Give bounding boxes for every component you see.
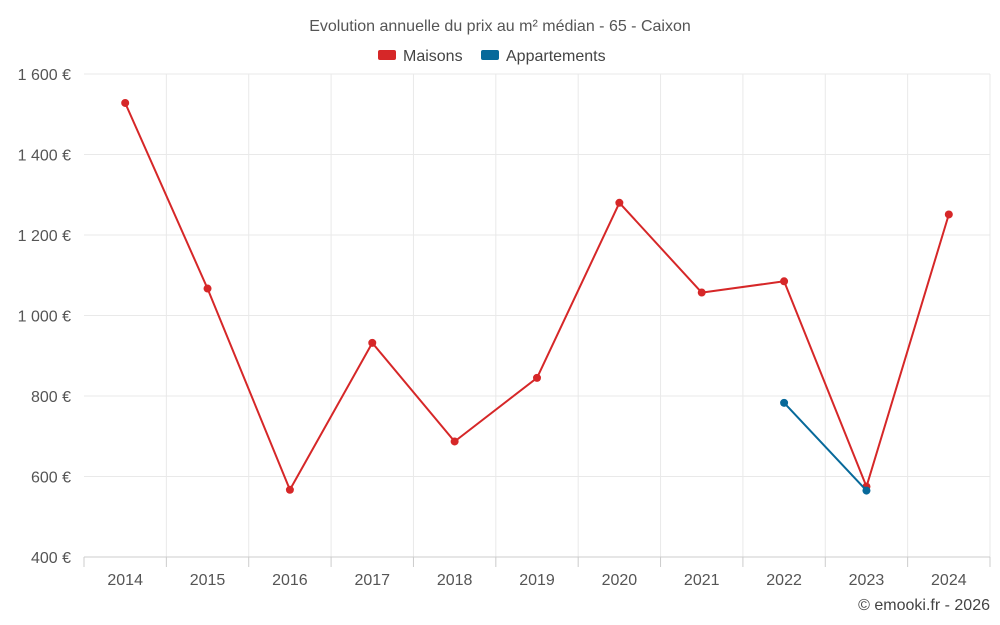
grid bbox=[84, 73, 991, 557]
data-point-maisons-2014[interactable] bbox=[121, 98, 130, 107]
legend-item-appartements[interactable]: Appartements bbox=[481, 48, 606, 65]
legend-swatch-appartements bbox=[481, 50, 499, 60]
x-tick-label: 2016 bbox=[272, 572, 308, 589]
x-tick-label: 2022 bbox=[766, 572, 802, 589]
x-tick-label: 2018 bbox=[437, 572, 473, 589]
chart-title: Evolution annuelle du prix au m² médian … bbox=[309, 18, 691, 35]
series-group bbox=[121, 98, 953, 495]
data-point-maisons-2018[interactable] bbox=[450, 437, 459, 446]
data-point-maisons-2015[interactable] bbox=[203, 284, 212, 293]
x-tick-label: 2014 bbox=[107, 572, 143, 589]
legend[interactable]: Maisons Appartements bbox=[378, 48, 606, 65]
x-tick-label: 2023 bbox=[849, 572, 885, 589]
data-point-appartements-2022[interactable] bbox=[780, 398, 789, 407]
y-tick-label: 400 € bbox=[31, 550, 71, 567]
axes bbox=[83, 556, 991, 567]
y-tick-label: 1 400 € bbox=[18, 148, 71, 165]
data-point-maisons-2016[interactable] bbox=[285, 485, 294, 494]
x-tick-label: 2017 bbox=[354, 572, 390, 589]
data-point-maisons-2022[interactable] bbox=[780, 277, 789, 286]
y-tick-label: 1 200 € bbox=[18, 228, 71, 245]
series-maisons bbox=[121, 98, 953, 494]
x-axis-labels: 2014 2015 2016 2017 2018 2019 2020 2021 2022 2023… bbox=[107, 572, 966, 589]
legend-label-maisons: Maisons bbox=[403, 48, 463, 65]
y-tick-label: 800 € bbox=[31, 389, 71, 406]
series-appartements bbox=[780, 398, 871, 495]
data-point-maisons-2019[interactable] bbox=[533, 373, 541, 382]
x-tick-label: 2020 bbox=[602, 572, 638, 589]
legend-label-appartements: Appartements bbox=[506, 48, 606, 65]
x-tick-label: 2015 bbox=[190, 572, 226, 589]
y-tick-label: 600 € bbox=[31, 470, 71, 487]
y-axis-labels: 400 € 600 € 800 € 1 000 € 1 200 € 1 400 € 1 60… bbox=[18, 67, 71, 567]
y-tick-label: 1 000 € bbox=[18, 309, 71, 326]
x-tick-label: 2019 bbox=[519, 572, 555, 589]
legend-swatch-maisons bbox=[378, 50, 396, 60]
data-point-maisons-2024[interactable] bbox=[944, 210, 953, 219]
data-point-maisons-2021[interactable] bbox=[697, 288, 706, 297]
x-tick-label: 2024 bbox=[931, 572, 967, 589]
credit-text: © emooki.fr - 2026 bbox=[858, 597, 990, 614]
x-tick-label: 2021 bbox=[684, 572, 720, 589]
y-tick-label: 1 600 € bbox=[18, 67, 71, 84]
data-point-maisons-2020[interactable] bbox=[615, 198, 624, 207]
data-point-maisons-2017[interactable] bbox=[368, 338, 377, 347]
series-line-appartements bbox=[783, 401, 868, 492]
data-point-appartements-2023[interactable] bbox=[862, 486, 871, 495]
legend-item-maisons[interactable]: Maisons bbox=[378, 48, 463, 65]
